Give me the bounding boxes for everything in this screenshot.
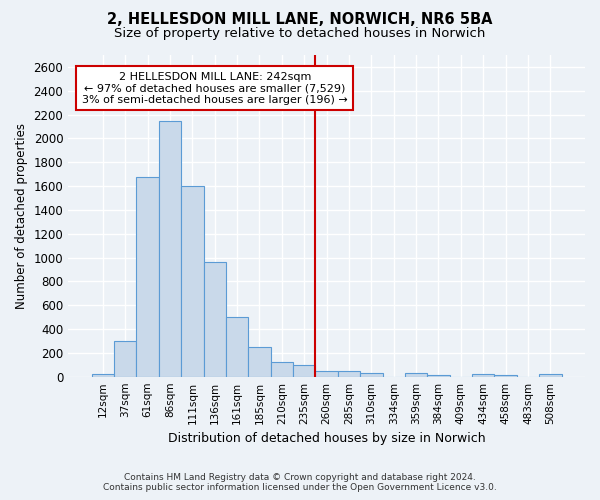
Bar	[360, 373, 383, 376]
Bar	[159, 120, 181, 376]
Bar	[338, 370, 360, 376]
Text: 2 HELLESDON MILL LANE: 242sqm
← 97% of detached houses are smaller (7,529)
3% of: 2 HELLESDON MILL LANE: 242sqm ← 97% of d…	[82, 72, 347, 105]
X-axis label: Distribution of detached houses by size in Norwich: Distribution of detached houses by size …	[168, 432, 485, 445]
Bar	[248, 347, 271, 376]
Bar	[271, 362, 293, 376]
Text: Size of property relative to detached houses in Norwich: Size of property relative to detached ho…	[115, 28, 485, 40]
Bar	[136, 176, 159, 376]
Bar	[427, 375, 449, 376]
Bar	[114, 341, 136, 376]
Text: 2, HELLESDON MILL LANE, NORWICH, NR6 5BA: 2, HELLESDON MILL LANE, NORWICH, NR6 5BA	[107, 12, 493, 28]
Bar	[539, 374, 562, 376]
Bar	[405, 372, 427, 376]
Bar	[181, 186, 203, 376]
Bar	[316, 370, 338, 376]
Bar	[293, 365, 316, 376]
Text: Contains HM Land Registry data © Crown copyright and database right 2024.
Contai: Contains HM Land Registry data © Crown c…	[103, 473, 497, 492]
Bar	[203, 262, 226, 376]
Y-axis label: Number of detached properties: Number of detached properties	[15, 123, 28, 309]
Bar	[472, 374, 494, 376]
Bar	[92, 374, 114, 376]
Bar	[226, 316, 248, 376]
